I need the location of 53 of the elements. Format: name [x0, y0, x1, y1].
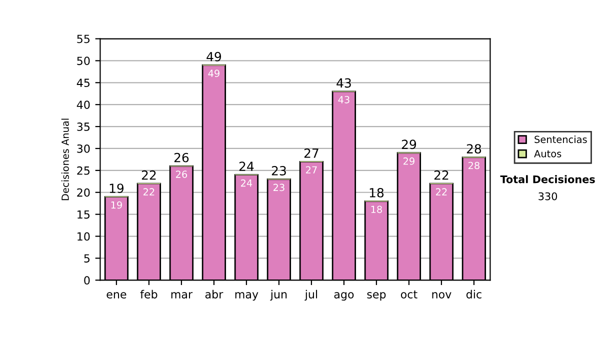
legend-label: Autos — [534, 150, 562, 158]
data-label: 28 — [468, 162, 480, 170]
data-label: 29 — [403, 157, 414, 165]
data-label: 23 — [273, 184, 284, 192]
x-tick-label: sep — [367, 292, 386, 301]
y-tick-label: 20 — [77, 188, 90, 197]
x-tick-label: may — [235, 292, 258, 301]
x-tick-label: jun — [270, 290, 287, 301]
x-tick-label: feb — [140, 290, 158, 298]
data-label: 22 — [436, 188, 447, 196]
y-tick-label: 15 — [78, 210, 90, 219]
y-tick-label: 5 — [84, 254, 90, 263]
data-label: 43 — [338, 96, 350, 104]
total-label: 28 — [466, 144, 482, 154]
y-tick-label: 45 — [76, 78, 90, 88]
data-label: 27 — [306, 166, 317, 174]
data-label: 22 — [143, 188, 154, 196]
total-label: 24 — [239, 162, 254, 171]
x-tick-label: dic — [466, 290, 482, 298]
x-tick-label: oct — [400, 290, 418, 298]
y-tick-label: 30 — [77, 144, 90, 153]
x-tick-label: mar — [171, 292, 193, 298]
x-tick-label: ago — [334, 292, 354, 301]
y-tick-label: 25 — [77, 166, 90, 175]
y-tick-label: 40 — [76, 100, 90, 109]
y-tick-label: 50 — [77, 56, 90, 66]
data-label: 24 — [240, 179, 252, 187]
x-tick-label: ene — [106, 292, 126, 298]
text: Total Decisiones — [500, 175, 595, 184]
total-label: 27 — [304, 148, 318, 158]
y-tick-label: 55 — [77, 34, 90, 44]
text: 330 — [538, 192, 558, 200]
total-label: 22 — [142, 170, 156, 180]
total-label: 19 — [110, 184, 124, 194]
total-label: 18 — [370, 188, 384, 198]
data-label: 18 — [371, 206, 382, 214]
data-label: 26 — [176, 170, 188, 178]
y-tick-label: 10 — [78, 232, 90, 241]
y-tick-label: 0 — [84, 276, 90, 285]
x-tick-label: nov — [432, 292, 452, 298]
data-label: 49 — [208, 70, 220, 78]
legend-label: Sentencias — [534, 136, 587, 144]
y-tick-label: 35 — [77, 122, 90, 131]
data-label: 19 — [111, 201, 122, 209]
total-label: 22 — [434, 170, 448, 180]
total-label: 49 — [206, 52, 222, 62]
total-label: 26 — [174, 152, 189, 162]
x-tick-label: abr — [205, 290, 224, 298]
y-axis-title: Decisiones Anual — [61, 118, 69, 200]
total-label: 43 — [336, 78, 351, 88]
x-tick-label: jul — [304, 290, 318, 301]
total-label: 29 — [402, 140, 416, 150]
total-label: 23 — [272, 166, 286, 176]
